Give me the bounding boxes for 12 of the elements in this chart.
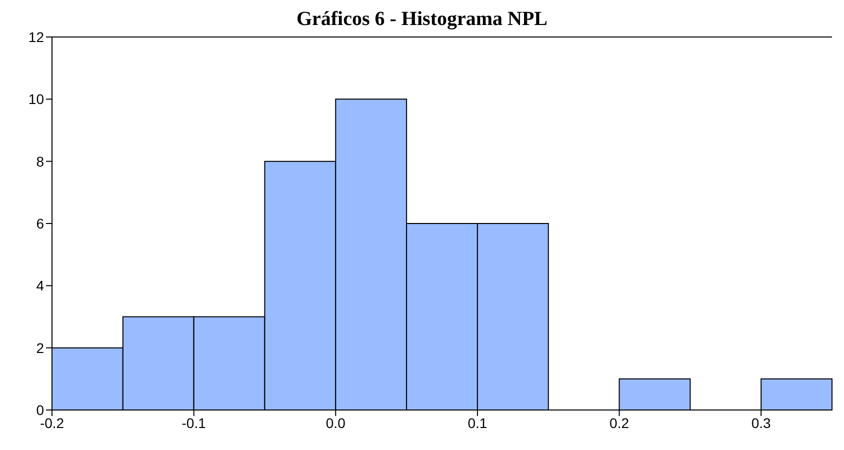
x-tick-label: 0.3 — [751, 414, 772, 431]
y-tick-label: 6 — [36, 215, 44, 232]
y-tick-label: 4 — [36, 278, 44, 294]
chart-title: Gráficos 6 - Histograma NPL — [296, 8, 548, 30]
x-tick-label: 0.2 — [610, 414, 630, 431]
y-tick-label: 10 — [28, 91, 44, 108]
x-tick-label: -0.1 — [182, 414, 206, 431]
y-tick-label: 8 — [36, 153, 44, 170]
x-tick-label: 0.0 — [326, 414, 346, 431]
y-tick-label: 2 — [36, 340, 44, 356]
x-tick-label: 0.1 — [468, 414, 488, 431]
y-tick-label: 12 — [28, 28, 44, 45]
